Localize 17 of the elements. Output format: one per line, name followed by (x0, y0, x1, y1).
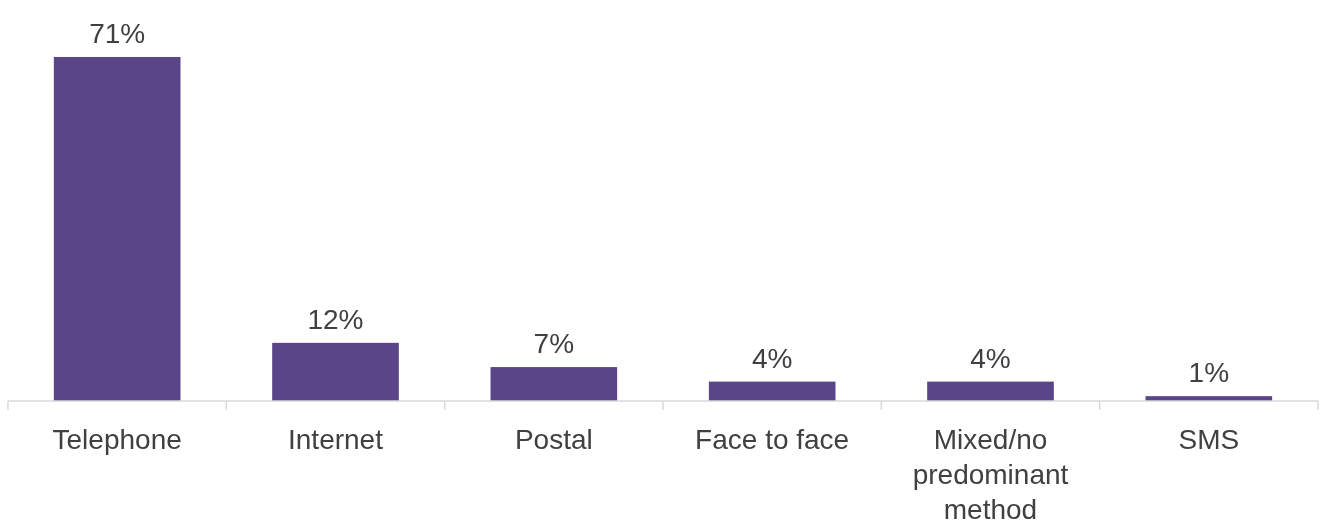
x-tick-label: SMS (1178, 424, 1240, 455)
bar (272, 342, 399, 401)
data-label: 4% (970, 342, 1011, 374)
x-tick-label: Internet (288, 424, 384, 455)
bar (490, 367, 618, 401)
x-tick-label: Face to face (695, 424, 850, 455)
data-label: 71% (89, 18, 146, 49)
x-tick-label: Telephone (52, 424, 182, 455)
data-label: 4% (751, 342, 793, 374)
bar (927, 381, 1054, 401)
data-label: 12% (307, 303, 364, 335)
x-tick-label: Postal (514, 424, 593, 455)
data-label: 7% (533, 328, 575, 360)
x-tick-label: Mixed/no predominant method (912, 424, 1069, 524)
data-label: 1% (1188, 357, 1230, 389)
bar (53, 57, 181, 401)
bar (708, 381, 836, 401)
